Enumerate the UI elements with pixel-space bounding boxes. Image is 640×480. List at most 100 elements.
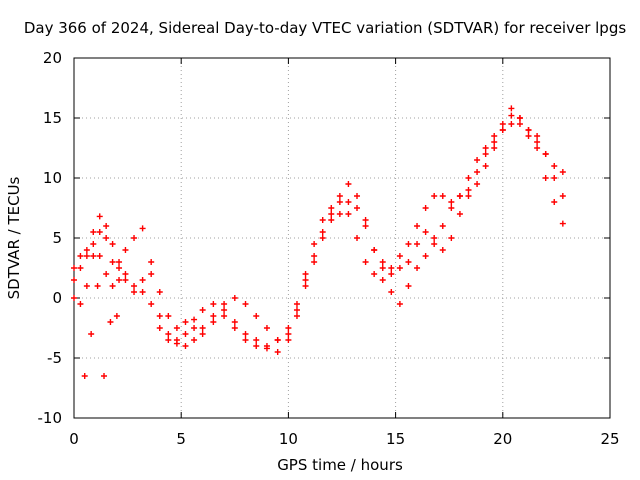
y-tick-label: 0: [52, 289, 62, 307]
data-point: [139, 289, 146, 295]
data-point: [109, 259, 116, 265]
data-point: [253, 313, 260, 319]
x-axis-label: GPS time / hours: [277, 456, 403, 474]
data-point: [96, 229, 103, 235]
data-point: [465, 175, 472, 181]
data-point: [148, 271, 155, 277]
data-point: [210, 313, 217, 319]
data-point: [311, 241, 318, 247]
data-point: [103, 235, 110, 241]
x-tick-label: 10: [279, 430, 298, 448]
x-tick-label: 20: [493, 430, 512, 448]
y-tick-label: 20: [43, 49, 62, 67]
data-points: [71, 105, 566, 379]
data-point: [336, 199, 343, 205]
data-point: [139, 277, 146, 283]
data-point: [482, 151, 489, 157]
data-point: [77, 265, 84, 271]
data-point: [165, 313, 172, 319]
data-series: [71, 112, 566, 343]
data-point: [113, 313, 120, 319]
data-point: [371, 247, 378, 253]
data-point: [231, 295, 238, 301]
data-point: [173, 337, 180, 343]
data-point: [456, 211, 463, 217]
data-point: [388, 271, 395, 277]
data-point: [116, 277, 123, 283]
data-point: [83, 253, 90, 259]
data-point: [285, 325, 292, 331]
data-point: [319, 217, 326, 223]
grid-lines: [74, 58, 610, 418]
data-point: [109, 283, 116, 289]
data-point: [491, 145, 498, 151]
data-point: [414, 241, 421, 247]
data-point: [274, 337, 281, 343]
data-point: [148, 301, 155, 307]
chart-title: Day 366 of 2024, Sidereal Day-to-day VTE…: [24, 19, 627, 37]
data-point: [328, 205, 335, 211]
data-point: [221, 313, 228, 319]
data-point: [499, 127, 506, 133]
data-point: [131, 289, 138, 295]
data-point: [231, 319, 238, 325]
data-point: [559, 193, 566, 199]
data-point: [302, 277, 309, 283]
data-point: [508, 105, 515, 112]
data-point: [311, 259, 318, 265]
data-point: [109, 241, 116, 247]
data-point: [302, 271, 309, 277]
data-point: [422, 253, 429, 259]
axis-ticks: 0 5 10 15 20 25 -10 -5 0 5 10 15 20: [38, 49, 620, 448]
data-point: [379, 277, 386, 283]
data-point: [221, 301, 228, 307]
data-point: [131, 235, 138, 241]
data-point: [191, 316, 198, 323]
y-tick-label: 10: [43, 169, 62, 187]
data-series: [81, 283, 120, 379]
data-point: [156, 325, 163, 331]
data-point: [253, 337, 260, 343]
data-point: [328, 217, 335, 223]
data-point: [191, 325, 198, 331]
data-point: [94, 283, 101, 289]
data-point: [148, 259, 155, 265]
data-point: [90, 253, 97, 259]
data-point: [71, 295, 77, 301]
data-point: [210, 319, 217, 325]
data-point: [345, 211, 352, 217]
data-point: [439, 247, 446, 253]
data-point: [465, 187, 472, 193]
data-point: [431, 241, 438, 247]
data-point: [103, 271, 110, 277]
data-point: [474, 181, 481, 187]
data-point: [388, 265, 395, 271]
data-point: [101, 373, 108, 379]
data-point: [354, 193, 361, 199]
data-point: [107, 319, 114, 325]
data-point: [362, 259, 369, 265]
data-point: [508, 121, 515, 127]
data-point: [414, 223, 421, 229]
data-point: [182, 319, 189, 325]
data-point: [293, 301, 300, 307]
data-point: [551, 163, 558, 169]
data-point: [71, 265, 77, 271]
data-point: [508, 112, 515, 119]
y-tick-label: 15: [43, 109, 62, 127]
data-point: [131, 283, 138, 289]
data-point: [156, 289, 163, 295]
data-point: [96, 253, 103, 259]
data-point: [551, 199, 558, 205]
data-point: [534, 145, 541, 151]
data-point: [242, 301, 249, 307]
data-point: [90, 229, 97, 235]
data-point: [263, 325, 270, 331]
data-point: [77, 253, 84, 259]
y-tick-label: 5: [52, 229, 62, 247]
data-point: [474, 169, 481, 175]
data-point: [96, 213, 103, 220]
data-point: [345, 199, 352, 205]
x-tick-label: 5: [176, 430, 186, 448]
data-point: [231, 325, 238, 331]
